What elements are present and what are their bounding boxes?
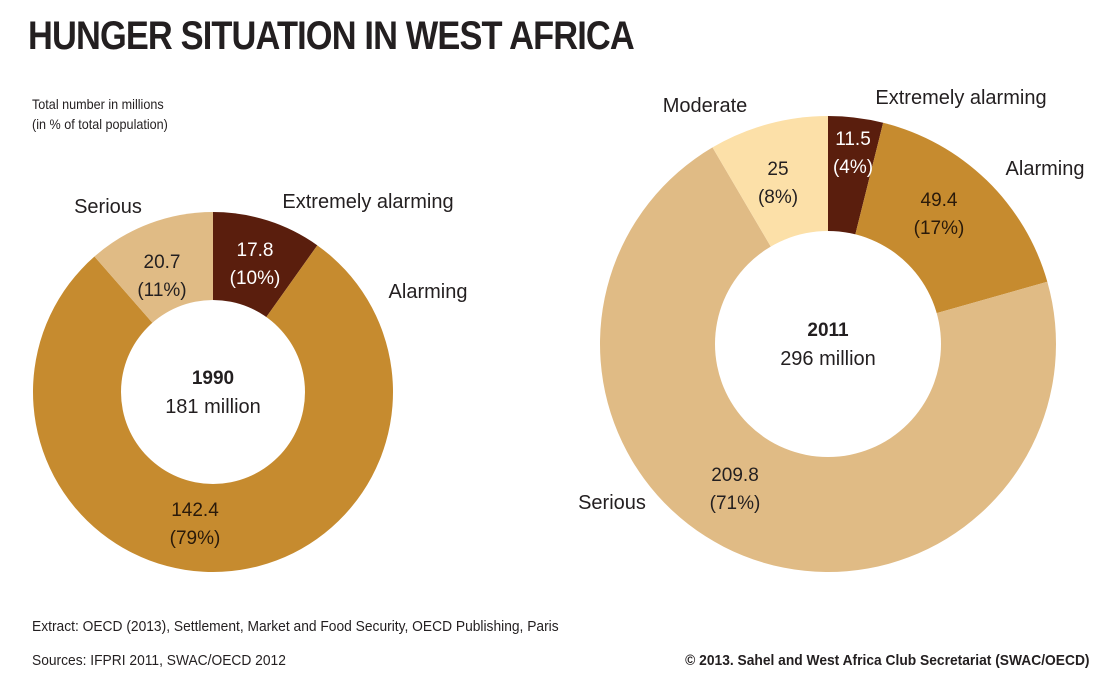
footer-copyright: © 2013. Sahel and West Africa Club Secre… <box>685 652 1090 669</box>
category-label-moderate: Moderate <box>663 95 748 117</box>
center-year: 1990 <box>192 368 234 389</box>
value-label-alarming: 49.4 <box>921 190 958 211</box>
category-label-serious: Serious <box>578 492 646 514</box>
subtitle-line-2: (in % of total population) <box>32 116 168 132</box>
pct-label-extremely-alarming: (10%) <box>230 268 281 289</box>
pct-label-moderate: (8%) <box>758 187 798 208</box>
center-year: 2011 <box>807 320 849 341</box>
value-label-alarming: 142.4 <box>171 500 219 521</box>
donut-1990: 17.8 (10%) Extremely alarming 142.4 (79%) Ala… <box>32 191 468 572</box>
donut-hole <box>121 300 305 484</box>
category-label-serious: Serious <box>74 196 142 218</box>
center-total: 181 million <box>165 396 261 418</box>
pct-label-alarming: (17%) <box>914 218 965 239</box>
donut-hole <box>715 231 941 457</box>
pct-label-serious: (71%) <box>710 493 761 514</box>
subtitle-line-1: Total number in millions <box>32 96 164 112</box>
pct-label-extremely-alarming: (4%) <box>833 157 873 178</box>
chart-subtitle: Total number in millions (in % of total … <box>32 94 168 134</box>
value-label-serious: 20.7 <box>144 252 181 273</box>
value-label-moderate: 25 <box>767 159 788 180</box>
donut-2011: 11.5 (4%) Extremely alarming 49.4 (17%) Alarm… <box>578 87 1085 573</box>
footer-sources: Sources: IFPRI 2011, SWAC/OECD 2012 <box>32 652 286 669</box>
category-label-extremely-alarming: Extremely alarming <box>875 87 1046 109</box>
value-label-extremely-alarming: 11.5 <box>835 129 871 150</box>
pct-label-serious: (11%) <box>137 280 186 301</box>
page-title: HUNGER SITUATION IN WEST AFRICA <box>28 14 635 58</box>
category-label-extremely-alarming: Extremely alarming <box>282 191 453 213</box>
value-label-extremely-alarming: 17.8 <box>237 240 274 261</box>
category-label-alarming: Alarming <box>1006 158 1085 180</box>
pct-label-alarming: (79%) <box>170 528 221 549</box>
category-label-alarming: Alarming <box>389 281 468 303</box>
value-label-serious: 209.8 <box>711 465 759 486</box>
footer-extract: Extract: OECD (2013), Settlement, Market… <box>32 618 559 635</box>
center-total: 296 million <box>780 348 876 370</box>
